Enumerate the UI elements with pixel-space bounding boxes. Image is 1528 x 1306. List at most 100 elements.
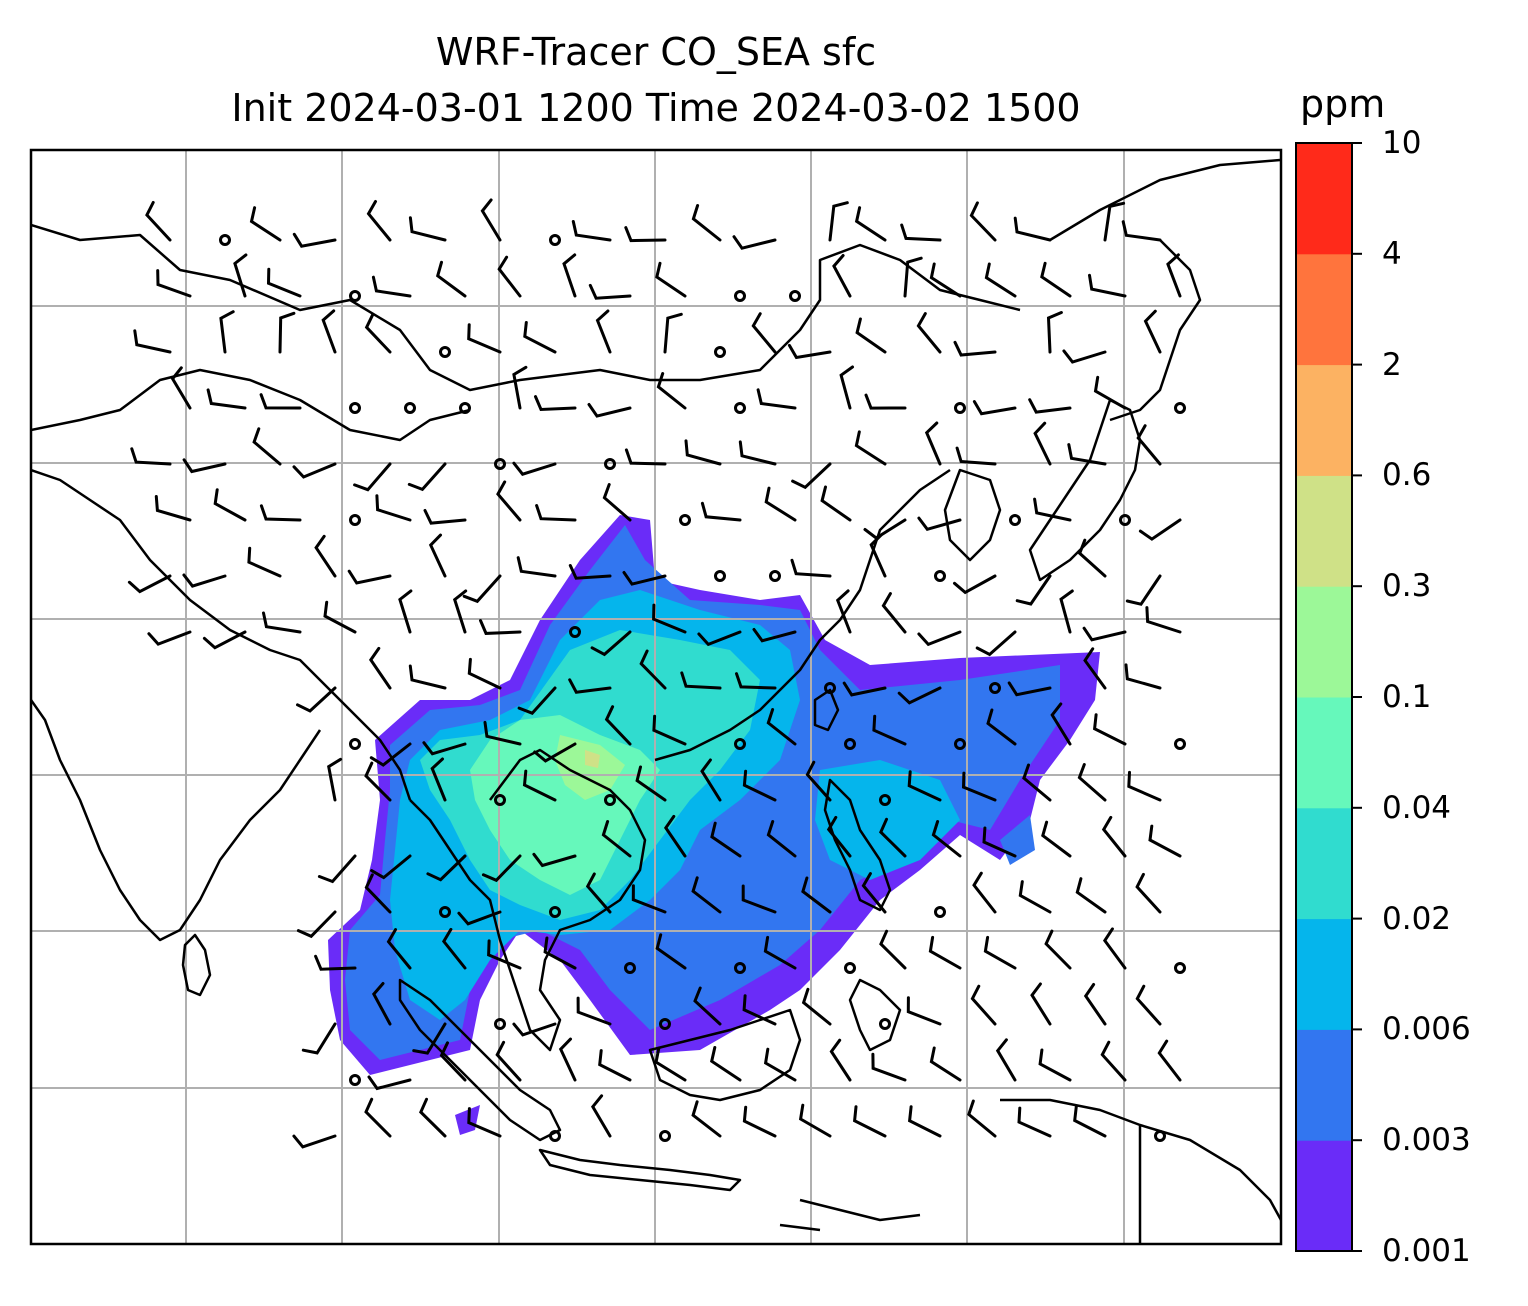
wind-barb [278, 311, 296, 354]
wind-barb [495, 1040, 522, 1082]
china-coast [654, 468, 951, 762]
wind-barb [763, 935, 797, 970]
wind-barb [916, 312, 942, 354]
wind-barb [652, 714, 687, 746]
wind-barb [900, 223, 942, 242]
wind-barb [929, 262, 962, 298]
calm-wind-circle [494, 1018, 506, 1030]
wind-barb [533, 742, 577, 763]
wind-barb [961, 771, 997, 802]
wind-barb [368, 646, 392, 690]
wind-barb [367, 1075, 412, 1091]
wind-barb [1018, 880, 1052, 914]
calm-wind-circle [219, 234, 231, 246]
wind-barb [967, 1099, 997, 1138]
wind-barb [419, 1097, 447, 1138]
wind-barb [635, 765, 667, 802]
colorbar-block [1296, 1029, 1352, 1141]
wind-barb [386, 928, 412, 970]
wind-barb [853, 1105, 887, 1138]
wind-barb [982, 826, 1017, 858]
calm-wind-circle [624, 962, 636, 974]
wind-barb [742, 1105, 777, 1138]
wind-barb [984, 262, 1017, 298]
wind-barb [1101, 815, 1127, 858]
wind-barb [266, 267, 302, 298]
wind-barb [624, 226, 667, 243]
wind-barb [568, 564, 612, 580]
map-title-line-1: WRF-Tracer CO_SEA sfc [435, 30, 877, 74]
colorbar-tick-label: 0.1 [1382, 679, 1432, 715]
wind-barb [869, 533, 887, 578]
wind-barb [1028, 398, 1072, 414]
wind-barb [697, 630, 742, 647]
wind-barb [467, 657, 502, 690]
calm-wind-circle [349, 738, 361, 750]
wind-barb [467, 1107, 502, 1138]
calm-wind-circle [439, 346, 451, 358]
calm-wind-circle [549, 234, 561, 246]
wind-barb [202, 630, 247, 650]
calm-wind-circle [934, 906, 946, 918]
calm-wind-circle [734, 962, 746, 974]
wind-barb [1145, 606, 1182, 634]
wind-barb [430, 757, 447, 802]
wind-barb [366, 200, 392, 242]
wind-barb [558, 1037, 577, 1082]
calm-wind-circle [954, 738, 966, 750]
wind-barb [602, 483, 632, 522]
wind-barb [247, 546, 282, 578]
calm-wind-circle [679, 514, 691, 526]
wind-barb [457, 910, 502, 926]
wind-barb [975, 630, 1017, 657]
wind-barb [700, 501, 742, 522]
wind-barb [408, 216, 447, 242]
calm-wind-circle [844, 738, 856, 750]
wind-barb [983, 935, 1017, 970]
wind-barb [130, 447, 172, 466]
colorbar-block [1296, 918, 1352, 1030]
wind-barb [663, 814, 687, 858]
wind-barb [1125, 574, 1162, 606]
colorbar-block [1296, 1140, 1352, 1252]
calm-wind-circle [404, 402, 416, 414]
wind-barb [1022, 763, 1052, 802]
calm-wind-circle [1119, 514, 1131, 526]
calm-wind-circle [789, 290, 801, 302]
colorbar-block [1296, 586, 1352, 698]
wind-barb [408, 664, 447, 690]
wind-barb [1007, 681, 1052, 697]
sri-lanka [181, 933, 212, 997]
wind-barb [1033, 497, 1072, 522]
calm-wind-circle [1174, 962, 1186, 974]
calm-wind-circle [349, 1074, 361, 1086]
colorbar-tick-label: 0.001 [1382, 1233, 1471, 1269]
wind-barb [601, 820, 632, 858]
wind-barb [370, 854, 412, 880]
wind-barb [663, 312, 683, 354]
calm-wind-circle [989, 682, 1001, 694]
wind-barb [756, 388, 797, 410]
wind-barb [1166, 253, 1182, 298]
wind-barb [764, 486, 797, 522]
wind-barb [364, 313, 392, 354]
calm-wind-circle [569, 626, 581, 638]
wind-barb [928, 935, 962, 970]
new-guinea [1000, 1098, 1281, 1244]
wind-barb [604, 705, 632, 746]
wind-barb [995, 1038, 1017, 1082]
wind-barb [590, 1094, 612, 1138]
korea [943, 468, 1002, 562]
wind-barb [296, 910, 337, 939]
wind-barb [364, 873, 392, 914]
wind-barb [738, 440, 777, 466]
colorbar-tick-label: 4 [1382, 235, 1402, 272]
wind-barb [512, 365, 528, 410]
wind-barb [423, 509, 467, 525]
wind-barb [483, 720, 522, 746]
wind-barb [917, 516, 962, 532]
calm-wind-circle [1154, 1130, 1166, 1142]
wind-barb [1127, 770, 1162, 802]
